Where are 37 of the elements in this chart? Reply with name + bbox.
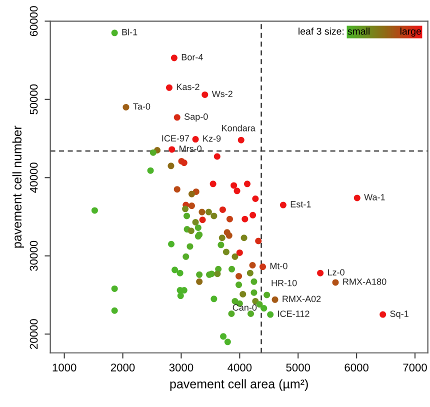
- annotation: Lz-0: [328, 269, 344, 276]
- annotation: large: [400, 28, 421, 37]
- annotation: Ta-0: [133, 103, 150, 110]
- annotation: Wa-1: [364, 194, 385, 200]
- annotation: small: [348, 28, 370, 35]
- x-tick-label: 3000: [169, 364, 194, 372]
- annotation: ICE-97: [162, 135, 190, 142]
- annotation: Est-1: [290, 201, 311, 208]
- x-tick-label: 4000: [228, 364, 252, 372]
- y-tick-label: 40000: [30, 162, 38, 193]
- x-tick-label: 2000: [110, 364, 135, 372]
- y-axis-title: pavement cell number: [12, 126, 24, 248]
- annotation: RMX-A02: [282, 296, 321, 302]
- y-tick-label: 20000: [30, 319, 38, 349]
- x-tick-label: 6000: [344, 364, 368, 372]
- annotation: Bor-4: [182, 54, 203, 60]
- annotation: Mt-0: [270, 262, 288, 270]
- x-tick-label: 5000: [286, 364, 310, 372]
- annotation: RMX-A180: [343, 278, 386, 285]
- x-axis-title: pavement cell area (µm²): [170, 379, 308, 391]
- y-tick-label: 50000: [30, 84, 38, 114]
- annotation: Kas-2: [176, 84, 200, 90]
- annotation: Mrs-0: [180, 145, 202, 152]
- x-tick-label: 7000: [403, 364, 427, 372]
- annotation: ICE-112: [278, 310, 310, 317]
- annotation: Sap-0: [184, 113, 208, 122]
- annotation: leaf 3 size:: [298, 28, 344, 35]
- annotation: Kz-9: [203, 135, 221, 142]
- annotation: Bl-1: [122, 28, 138, 36]
- annotation: Sq-1: [390, 310, 408, 319]
- y-tick-label: 60000: [30, 6, 38, 36]
- annotation: Ws-2: [212, 90, 232, 98]
- annotation: Kondara: [222, 124, 256, 132]
- annotation: Can-0: [232, 304, 257, 311]
- annotation: HR-10: [272, 280, 297, 286]
- x-tick-label: 1000: [52, 364, 76, 372]
- y-tick-label: 30000: [30, 240, 38, 271]
